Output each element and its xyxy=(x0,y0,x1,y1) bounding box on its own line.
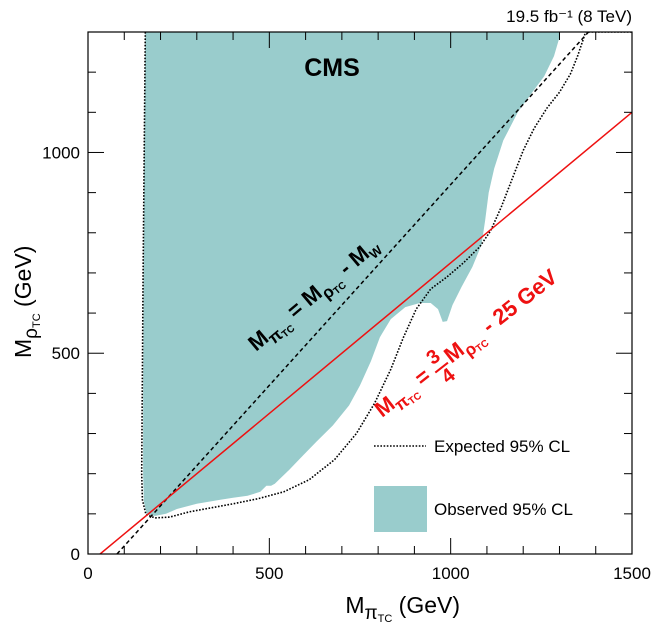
fraction-denominator: 4 xyxy=(437,364,460,389)
legend-observed-swatch xyxy=(374,486,427,532)
expected-contour-line xyxy=(140,32,632,519)
x-tick-label: 1000 xyxy=(432,564,470,583)
fraction-bar xyxy=(434,361,449,374)
axis-ticks xyxy=(87,31,633,555)
kinematic-limit-line xyxy=(116,32,590,554)
y-tick-label: 0 xyxy=(71,545,80,564)
mass-relation-line xyxy=(99,111,632,554)
y-axis-label: MρTC (GeV) xyxy=(10,246,43,358)
observed-exclusion-region xyxy=(143,32,561,516)
experiment-label: CMS xyxy=(304,54,360,82)
plot-frame xyxy=(87,31,633,555)
lumi-label: 19.5 fb⁻¹ (8 TeV) xyxy=(506,7,632,26)
legend-expected-label: Expected 95% CL xyxy=(434,437,570,456)
y-tick-label: 500 xyxy=(52,344,80,363)
legend-observed-label: Observed 95% CL xyxy=(434,500,573,519)
x-axis-label: MπTC (GeV) xyxy=(345,592,460,625)
x-tick-label: 500 xyxy=(255,564,283,583)
x-tick-label: 1500 xyxy=(613,564,651,583)
y-tick-label: 1000 xyxy=(42,143,80,162)
svg-text:MπTC =: MπTC = xyxy=(370,363,439,427)
axis-tick-labels: 0 500 1000 1500 0 500 1000 xyxy=(42,143,651,583)
x-tick-label: 0 xyxy=(83,564,92,583)
legend: Expected 95% CL Observed 95% CL xyxy=(374,437,573,532)
